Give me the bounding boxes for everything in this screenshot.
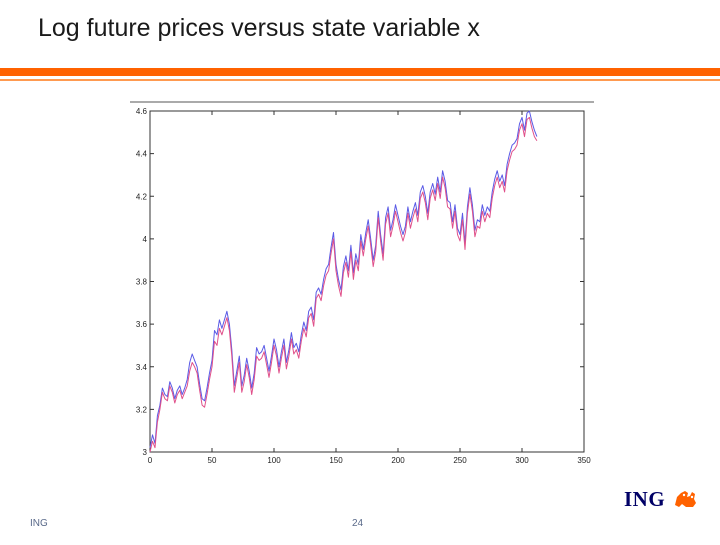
x-tick-label: 150 [329,456,343,465]
x-tick-label: 100 [267,456,281,465]
y-tick-label: 4 [143,235,148,244]
x-tick-label: 250 [453,456,467,465]
lion-icon [675,491,696,507]
y-tick-label: 4.6 [136,107,148,116]
x-tick-label: 50 [208,456,217,465]
y-tick-label: 4.4 [136,150,148,159]
x-tick-label: 0 [148,456,153,465]
series-line-1 [149,110,538,448]
ing-logo: ING [624,483,700,511]
x-tick-label: 350 [577,456,591,465]
plot-frame [149,110,585,453]
slide-title: Log future prices versus state variable … [38,14,480,42]
logo-text: ING [624,487,666,511]
y-tick-label: 3.4 [136,363,148,372]
header-accent-line [0,79,720,81]
x-tick-label: 300 [515,456,529,465]
footer-company: ING [30,518,48,529]
page-number: 24 [352,518,364,529]
y-tick-label: 3.6 [136,320,148,329]
y-tick-label: 3.2 [136,405,148,414]
y-tick-label: 4.2 [136,192,148,201]
y-axis: 3 3.2 3.4 3.6 3.8 4 4.2 4.4 4.6 [136,107,584,457]
y-tick-label: 3 [143,448,148,457]
series-line-2 [149,116,538,453]
y-tick-label: 3.8 [136,278,148,287]
x-tick-label: 200 [391,456,405,465]
x-axis: 0 50 100 150 200 250 300 350 [148,111,591,465]
header-accent-bar [0,68,720,76]
series-group [149,110,538,453]
